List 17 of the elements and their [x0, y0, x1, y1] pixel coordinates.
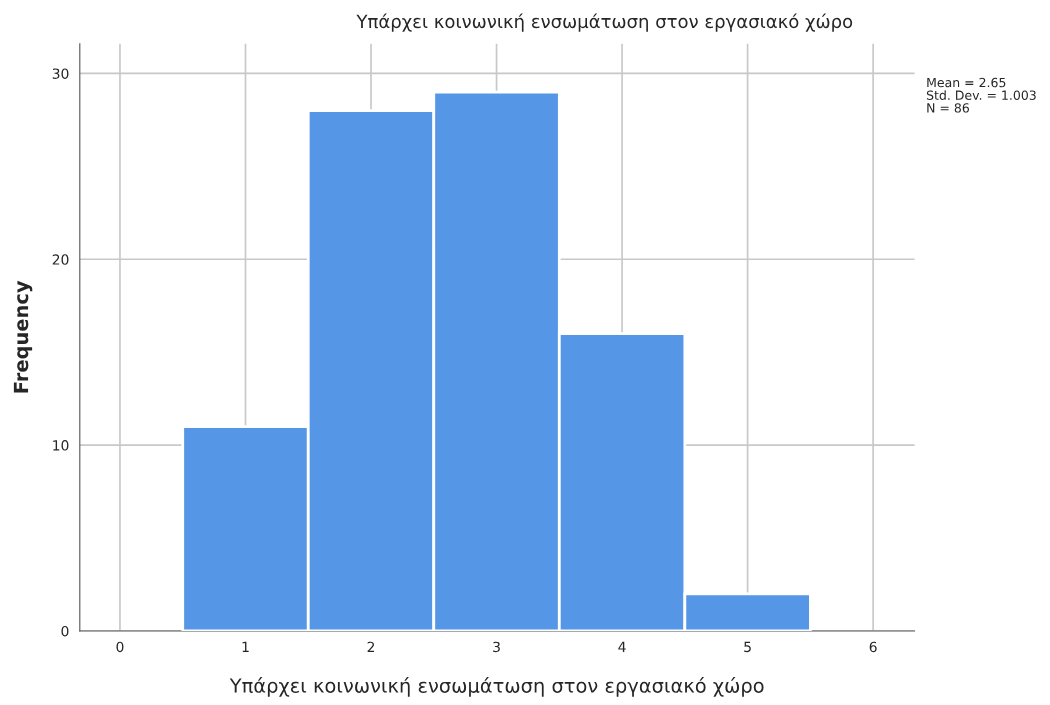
- x-tick-label: 4: [618, 641, 626, 652]
- x-tick-label: 6: [869, 641, 877, 653]
- y-tick-label: 10: [53, 440, 69, 451]
- y-tick-label: 30: [52, 68, 69, 79]
- chart-title: Υπάρχει κοινωνική ενσωμάτωση στον εργασιακό χώρο: [356, 13, 853, 32]
- x-tick-label: 5: [744, 641, 751, 653]
- text: Std. Dev. = 1.003: [926, 90, 1036, 100]
- x-tick-label: 1: [242, 641, 249, 652]
- x-axis-title: Υπάρχει κοινωνική ενσωμάτωση στον εργασιακό χώρο: [229, 677, 764, 697]
- text: Mean = 2.65: [927, 77, 1006, 88]
- x-tick-label: 3: [493, 641, 500, 653]
- text: N = 86: [927, 103, 969, 113]
- y-tick-label: 0: [61, 625, 69, 637]
- y-axis-title: Frequency: [13, 280, 33, 393]
- x-tick-label: 0: [116, 641, 124, 653]
- y-tick-label: 20: [52, 254, 69, 265]
- x-tick-label: 2: [367, 641, 375, 652]
